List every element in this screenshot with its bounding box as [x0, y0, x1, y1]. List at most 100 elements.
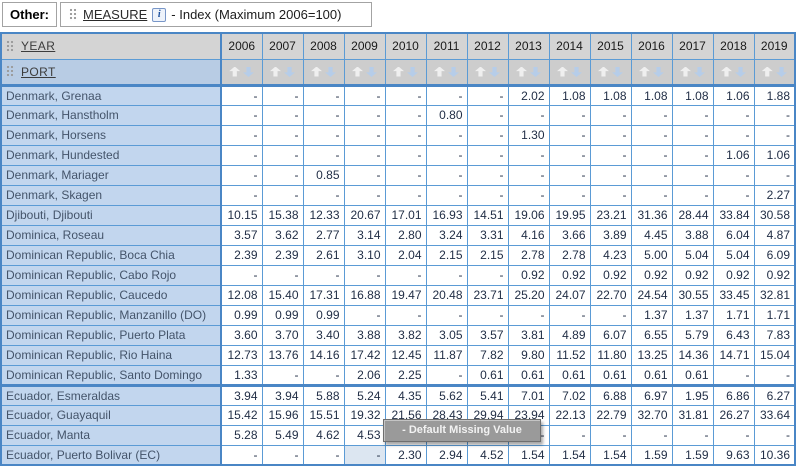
sort-arrows-cell[interactable] [630, 58, 673, 87]
year-column-header[interactable]: 2010 [384, 32, 427, 60]
value-cell: 5.00 [630, 244, 673, 266]
port-label: Dominican Republic, Cabo Rojo [0, 264, 222, 286]
sort-arrows-cell[interactable] [548, 58, 591, 87]
year-column-header[interactable]: 2014 [548, 32, 591, 60]
table-row: Dominican Republic, Cabo Rojo - - - - - - -0.92… [0, 264, 796, 286]
sort-descending-icon[interactable] [325, 67, 336, 77]
sort-arrows-cell[interactable] [712, 58, 755, 87]
year-column-header[interactable]: 2008 [302, 32, 345, 60]
sort-ascending-icon[interactable] [721, 66, 732, 77]
sort-ascending-icon[interactable] [393, 66, 404, 77]
sort-arrows-cell[interactable] [343, 58, 386, 87]
year-column-header[interactable]: 2018 [712, 32, 755, 60]
hovered-value-cell: - [343, 444, 386, 466]
sort-ascending-icon[interactable] [557, 66, 568, 77]
other-label: Other: [2, 2, 57, 27]
value-cell: 12.33 [302, 204, 345, 226]
value-cell: 3.60 [220, 324, 263, 346]
sort-descending-icon[interactable] [653, 67, 664, 77]
value-cell: 2.04 [384, 244, 427, 266]
value-cell: 33.45 [712, 284, 755, 306]
value-cell: 4.16 [507, 224, 550, 246]
value-cell: - [425, 144, 468, 166]
sort-ascending-icon[interactable] [229, 66, 241, 77]
sort-arrows-cell[interactable] [589, 58, 632, 87]
sort-descending-icon[interactable] [407, 67, 418, 77]
measure-link[interactable]: MEASURE [83, 7, 148, 22]
value-cell: - [261, 364, 304, 386]
value-cell: 26.27 [712, 404, 755, 426]
sort-descending-icon[interactable] [448, 67, 459, 77]
sort-arrows-cell[interactable] [671, 58, 714, 87]
info-icon[interactable]: i [152, 7, 167, 22]
sort-descending-icon[interactable] [530, 67, 541, 77]
sort-ascending-icon[interactable] [270, 66, 281, 77]
sort-ascending-icon[interactable] [352, 66, 363, 77]
year-column-header[interactable]: 2009 [343, 32, 386, 60]
drag-handle-icon[interactable] [69, 8, 78, 21]
sort-arrows-cell[interactable] [753, 58, 796, 87]
sort-descending-icon[interactable] [366, 67, 377, 77]
value-cell: - [384, 164, 427, 186]
sort-descending-icon[interactable] [571, 67, 582, 77]
year-column-header[interactable]: 2011 [425, 32, 468, 60]
value-cell: - [507, 104, 550, 126]
sort-arrows-cell[interactable] [261, 58, 304, 87]
value-cell: 2.06 [343, 364, 386, 386]
year-column-header[interactable]: 2013 [507, 32, 550, 60]
year-dimension-link[interactable]: YEAR [21, 39, 56, 54]
value-cell: 3.10 [343, 244, 386, 266]
year-column-header[interactable]: 2006 [220, 32, 263, 60]
value-cell: 24.54 [630, 284, 673, 306]
sort-arrows-cell[interactable] [507, 58, 550, 87]
value-cell: 2.15 [466, 244, 509, 266]
sort-descending-icon[interactable] [776, 67, 787, 77]
value-cell: - [302, 144, 345, 166]
value-cell: 11.52 [548, 344, 591, 366]
value-cell: 15.51 [302, 404, 345, 426]
value-cell: 6.97 [630, 383, 673, 406]
value-cell: 1.54 [548, 444, 591, 466]
sort-ascending-icon[interactable] [598, 66, 609, 77]
year-column-header[interactable]: 2019 [753, 32, 796, 60]
sort-ascending-icon[interactable] [761, 66, 773, 77]
value-cell: - [712, 164, 755, 186]
value-cell: 0.61 [671, 364, 714, 386]
value-cell: - [753, 104, 796, 126]
year-column-header[interactable]: 2007 [261, 32, 304, 60]
sort-descending-icon[interactable] [284, 67, 295, 77]
sort-arrows-cell[interactable] [220, 58, 263, 87]
sort-arrows-cell[interactable] [384, 58, 427, 87]
drag-handle-icon[interactable] [6, 39, 15, 53]
sort-ascending-icon[interactable] [434, 66, 445, 77]
sort-arrows-cell[interactable] [302, 58, 345, 87]
sort-ascending-icon[interactable] [311, 66, 322, 77]
value-cell: - [630, 184, 673, 206]
sort-descending-icon[interactable] [489, 67, 500, 77]
sort-descending-icon[interactable] [735, 67, 746, 77]
sort-ascending-icon[interactable] [680, 66, 691, 77]
year-column-header[interactable]: 2016 [630, 32, 673, 60]
drag-handle-icon[interactable] [6, 65, 15, 78]
value-cell: 2.25 [384, 364, 427, 386]
value-cell: 2.39 [261, 244, 304, 266]
year-column-header[interactable]: 2012 [466, 32, 509, 60]
sort-descending-icon[interactable] [612, 67, 623, 77]
sort-descending-icon[interactable] [694, 67, 705, 77]
year-column-header[interactable]: 2015 [589, 32, 632, 60]
sort-arrows-cell[interactable] [466, 58, 509, 87]
value-cell: - [343, 124, 386, 146]
sort-descending-icon[interactable] [243, 67, 254, 77]
value-cell: 31.36 [630, 204, 673, 226]
sort-ascending-icon[interactable] [639, 66, 650, 77]
value-cell: 5.04 [671, 244, 714, 266]
measure-selector[interactable]: MEASURE i - Index (Maximum 2006=100) [60, 2, 372, 27]
port-dimension-link[interactable]: PORT [21, 64, 56, 79]
sort-arrows-cell[interactable] [425, 58, 468, 87]
sort-ascending-icon[interactable] [516, 66, 527, 77]
year-column-header[interactable]: 2017 [671, 32, 714, 60]
value-cell: - [261, 104, 304, 126]
sort-ascending-icon[interactable] [475, 66, 486, 77]
port-label: Denmark, Mariager [0, 164, 222, 186]
value-cell: 3.24 [425, 224, 468, 246]
